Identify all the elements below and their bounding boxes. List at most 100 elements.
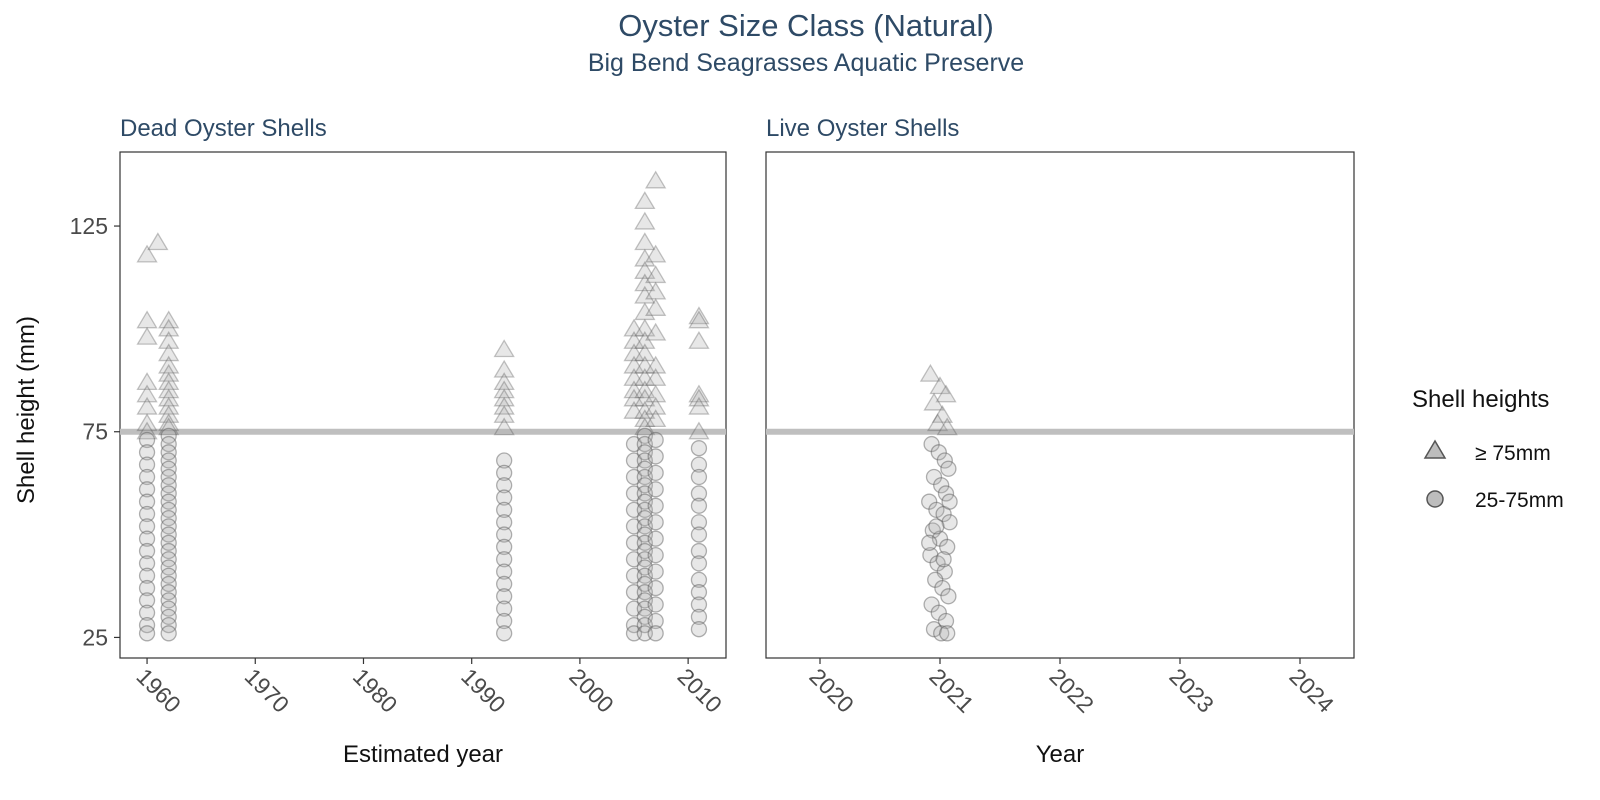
x-tick-label: 2024 (1284, 663, 1339, 718)
data-point-circle (160, 600, 177, 617)
data-point-circle (625, 485, 643, 502)
data-point-circle (636, 518, 653, 535)
chart-title: Oyster Size Class (Natural) (618, 8, 994, 43)
data-point-circle (636, 542, 653, 560)
data-point-circle (160, 534, 177, 551)
data-point-circle (647, 431, 664, 449)
data-point-triangle (158, 363, 180, 382)
data-point-triangle (931, 405, 954, 423)
y-tick-label: 25 (82, 624, 108, 650)
data-point-circle (636, 501, 653, 519)
data-point-circle (636, 559, 653, 576)
data-point-circle (138, 542, 156, 560)
data-point-triangle (158, 388, 180, 407)
data-point-circle (138, 481, 156, 498)
data-point-circle (636, 444, 653, 461)
data-point-circle (496, 600, 513, 617)
data-point-triangle (645, 367, 667, 386)
data-point-triangle (645, 170, 667, 189)
data-point-triangle (688, 396, 710, 415)
data-point-circle (625, 518, 643, 535)
data-point-circle (138, 579, 156, 597)
data-point-circle (922, 547, 939, 564)
data-point-circle (138, 530, 156, 547)
data-point-circle (138, 431, 156, 449)
data-point-circle (690, 608, 708, 626)
data-point-triangle (136, 396, 158, 415)
data-point-circle (690, 571, 708, 588)
data-point-circle (936, 452, 953, 469)
data-point-triangle (136, 421, 158, 440)
data-point-circle (625, 452, 643, 469)
data-point-circle (496, 612, 513, 630)
series-medium (921, 435, 958, 642)
data-point-circle (939, 538, 956, 556)
facet-label: Dead Oyster Shells (120, 115, 327, 142)
data-point-triangle (136, 244, 158, 263)
data-point-circle (930, 444, 947, 461)
data-point-circle (921, 493, 938, 510)
data-point-triangle (634, 388, 656, 407)
data-point-triangle (634, 367, 656, 386)
data-point-triangle (645, 409, 667, 428)
data-point-circle (496, 477, 513, 494)
data-point-circle (636, 616, 653, 634)
data-point-triangle (158, 355, 180, 374)
data-point-triangle (623, 380, 645, 399)
data-point-circle (928, 501, 945, 519)
panel-0: Dead Oyster Shells 25 75 125 1960 1970 1980 199… (70, 115, 728, 768)
data-point-circle (160, 485, 177, 502)
data-point-circle (160, 427, 177, 445)
data-point-circle (935, 551, 952, 568)
data-point-triangle (645, 244, 667, 263)
data-point-triangle (688, 330, 710, 349)
data-point-circle (160, 567, 177, 584)
x-axis-title: Year (1036, 741, 1085, 768)
data-point-circle (160, 526, 177, 543)
chart-subtitle: Big Bend Seagrasses Aquatic Preserve (588, 49, 1024, 77)
data-point-circle (496, 563, 513, 580)
data-point-circle (138, 616, 156, 634)
data-point-circle (160, 468, 177, 486)
data-point-circle (636, 526, 653, 543)
data-point-triangle (493, 396, 515, 415)
data-point-circle (160, 584, 177, 601)
data-point-triangle (919, 363, 942, 382)
legend-label-medium: 25-75mm (1475, 489, 1564, 512)
data-point-triangle (623, 400, 645, 419)
series-large (919, 363, 958, 436)
legend: Shell heights ≥ 75mm 25-75mm (1412, 386, 1564, 512)
data-point-circle (690, 555, 708, 572)
data-point-circle (690, 542, 708, 560)
panel-border (119, 151, 727, 659)
data-point-circle (138, 567, 156, 584)
data-point-circle (496, 464, 513, 482)
panel-border (765, 151, 1355, 659)
data-point-circle (160, 452, 177, 469)
data-point-circle (160, 460, 177, 477)
data-point-circle (160, 435, 177, 453)
data-point-circle (625, 567, 643, 584)
data-point-circle (496, 575, 513, 593)
data-point-circle (690, 456, 708, 473)
x-tick-label: 1990 (456, 663, 511, 718)
data-point-circle (138, 468, 156, 486)
data-point-triangle (493, 359, 515, 378)
x-tick-label: 2020 (804, 663, 859, 718)
data-point-triangle (634, 400, 656, 419)
data-point-circle (941, 514, 958, 531)
data-point-triangle (634, 343, 656, 362)
data-point-circle (625, 501, 643, 519)
data-point-circle (937, 612, 955, 630)
data-point-circle (625, 584, 643, 601)
data-point-circle (647, 625, 664, 642)
data-point-circle (690, 497, 708, 514)
y-tick-label: 75 (82, 419, 108, 445)
data-point-triangle (935, 384, 957, 403)
data-point-circle (636, 509, 653, 527)
data-point-circle (625, 600, 643, 617)
data-point-circle (636, 485, 653, 502)
data-point-triangle (158, 343, 180, 362)
data-point-triangle (936, 417, 958, 436)
data-point-circle (937, 485, 955, 502)
